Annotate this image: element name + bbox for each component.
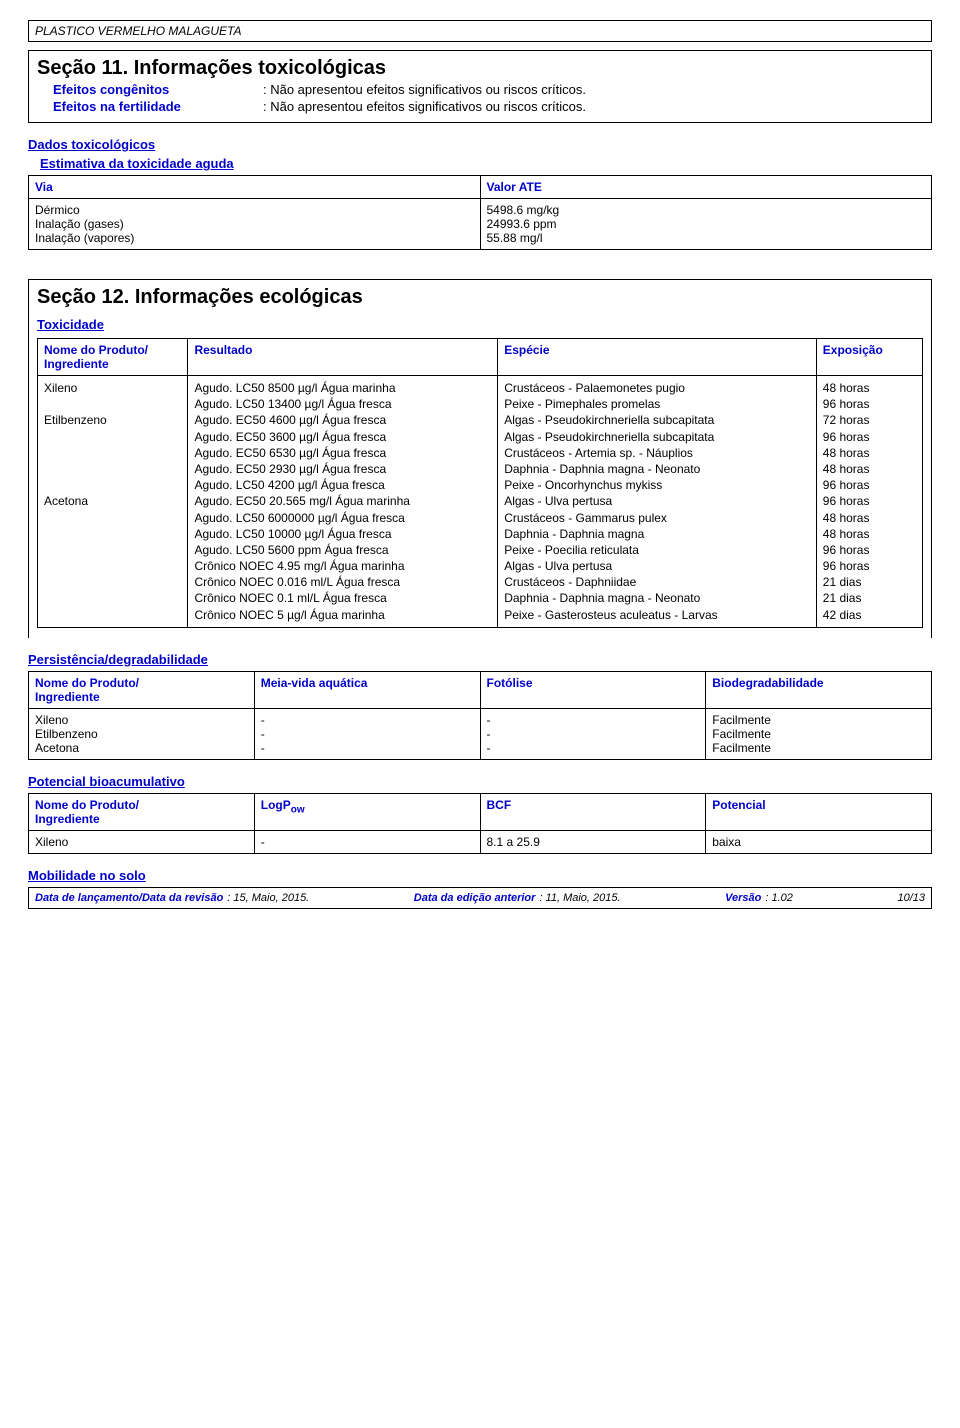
- footer-release-value: : 15, Maio, 2015.: [227, 892, 309, 904]
- bioacc-table: Nome do Produto/ Ingrediente LogPow BCF …: [28, 793, 932, 854]
- tox-th-ingredient: Nome do Produto/ Ingrediente: [38, 339, 188, 376]
- footer-page: 10/13: [897, 892, 925, 904]
- bio-th: Nome do Produto/ Ingrediente: [29, 793, 255, 830]
- ate-cell: Dérmico Inalação (gases) Inalação (vapor…: [29, 199, 481, 250]
- toxicity-heading: Toxicidade: [37, 317, 104, 332]
- section-12-box: Seção 12. Informações ecológicas Toxicid…: [28, 279, 932, 638]
- kv-value: : Não apresentou efeitos significativos …: [263, 99, 923, 114]
- tox-species-cell: Crustáceos - Palaemonetes pugioPeixe - P…: [498, 376, 817, 628]
- tox-th-species: Espécie: [498, 339, 817, 376]
- section-12-title: Seção 12. Informações ecológicas: [37, 286, 923, 309]
- ate-header-value: Valor ATE: [480, 176, 932, 199]
- tox-result-cell: Agudo. LC50 8500 µg/l Água marinhaAgudo.…: [188, 376, 498, 628]
- section-11-title: Seção 11. Informações toxicológicas: [37, 57, 923, 80]
- section-11-box: Seção 11. Informações toxicológicas Efei…: [28, 50, 932, 123]
- footer-version-value: : 1.02: [765, 892, 793, 904]
- toxicity-table: Nome do Produto/ Ingrediente Resultado E…: [37, 338, 923, 628]
- ate-header-via: Via: [29, 176, 481, 199]
- pers-th: Biodegradabilidade: [706, 671, 932, 708]
- pers-cell: Facilmente Facilmente Facilmente: [706, 708, 932, 759]
- tox-exposure-cell: 48 horas96 horas72 horas96 horas48 horas…: [816, 376, 922, 628]
- bio-cell: baixa: [706, 830, 932, 853]
- kv-row: Efeitos congênitos : Não apresentou efei…: [53, 82, 923, 97]
- mobility-heading: Mobilidade no solo: [28, 868, 932, 883]
- bio-th: LogPow: [254, 793, 480, 830]
- tox-data-heading: Dados toxicológicos: [28, 137, 932, 152]
- footer-release-label: Data de lançamento/Data da revisão: [35, 892, 223, 904]
- tox-th-exposure: Exposição: [816, 339, 922, 376]
- tox-th-result: Resultado: [188, 339, 498, 376]
- persistence-heading: Persistência/degradabilidade: [28, 652, 932, 667]
- kv-label: Efeitos na fertilidade: [53, 99, 263, 114]
- footer-prev-label: Data da edição anterior: [414, 892, 536, 904]
- bioacc-heading: Potencial bioacumulativo: [28, 774, 932, 789]
- bio-cell: Xileno: [29, 830, 255, 853]
- pers-th: Fotólise: [480, 671, 706, 708]
- persistence-table: Nome do Produto/ Ingrediente Meia-vida a…: [28, 671, 932, 760]
- ate-cell: 5498.6 mg/kg 24993.6 ppm 55.88 mg/l: [480, 199, 932, 250]
- ate-heading: Estimativa da toxicidade aguda: [40, 156, 932, 171]
- kv-label: Efeitos congênitos: [53, 82, 263, 97]
- bio-th: Potencial: [706, 793, 932, 830]
- bio-cell: -: [254, 830, 480, 853]
- kv-row: Efeitos na fertilidade : Não apresentou …: [53, 99, 923, 114]
- bio-cell: 8.1 a 25.9: [480, 830, 706, 853]
- pers-th: Nome do Produto/ Ingrediente: [29, 671, 255, 708]
- tox-ingredient-cell: Xileno Etilbenzeno Acetona: [38, 376, 188, 628]
- product-banner: PLASTICO VERMELHO MALAGUETA: [28, 20, 932, 42]
- ate-table: Via Valor ATE Dérmico Inalação (gases) I…: [28, 175, 932, 250]
- pers-cell: - - -: [480, 708, 706, 759]
- footer-version-label: Versão: [725, 892, 761, 904]
- pers-cell: - - -: [254, 708, 480, 759]
- footer: Data de lançamento/Data da revisão : 15,…: [28, 887, 932, 909]
- bio-th: BCF: [480, 793, 706, 830]
- pers-cell: Xileno Etilbenzeno Acetona: [29, 708, 255, 759]
- pers-th: Meia-vida aquática: [254, 671, 480, 708]
- kv-value: : Não apresentou efeitos significativos …: [263, 82, 923, 97]
- footer-prev-value: : 11, Maio, 2015.: [539, 892, 620, 904]
